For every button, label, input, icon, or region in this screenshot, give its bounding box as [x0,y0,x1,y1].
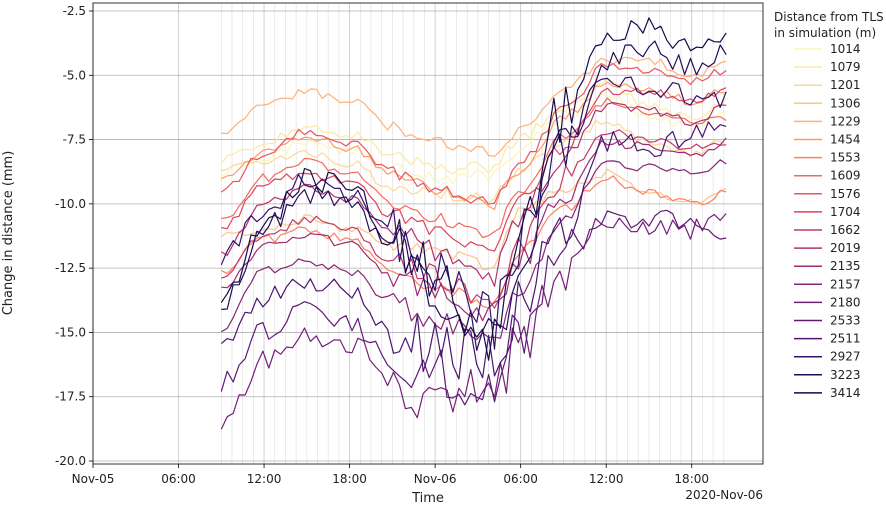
y-tick-label: -2.5 [63,4,86,18]
x-tick-label: 12:00 [247,472,282,486]
series-line-1079 [220,78,727,175]
x-tick-label: 06:00 [503,472,538,486]
series-line-1576 [220,62,727,205]
series-line-1454 [221,81,727,211]
series-lines [220,17,727,430]
x-tick-label: 06:00 [161,472,196,486]
legend-label-1014: 1014 [830,42,861,56]
series-line-1553 [221,175,727,309]
x-axis-title: Time [411,491,444,506]
legend-title-line-2: in simulation (m) [774,26,876,40]
legend: Distance from TLS in simulation (m) 1014… [774,10,884,400]
x-tick-label: 18:00 [674,472,709,486]
legend-label-1662: 1662 [830,223,861,237]
series-line-1609 [221,97,727,239]
legend-label-1553: 1553 [830,151,861,165]
y-tick-label: -5.0 [63,68,86,82]
x-axis-ticks: Nov-05 06:00 12:00 18:00 Nov-06 06:00 12:00 18:… [72,464,709,486]
y-tick-label: -15.0 [55,325,86,339]
series-line-2511 [220,121,727,380]
plot-frame [92,2,764,465]
x-tick-label: 12:00 [589,472,624,486]
legend-label-1609: 1609 [830,169,861,183]
legend-label-1454: 1454 [830,133,861,147]
legend-items: 1014 1079 1201 1306 1229 1454 1553 1609 1576 1704… [794,42,861,400]
x-tick-label: Nov-06 [414,472,457,486]
legend-label-1079: 1079 [830,60,861,74]
legend-label-2135: 2135 [830,259,861,273]
y-axis-ticks: -2.5 -5.0 -7.5 -10.0 -12.5 -15.0 -17.5 -20.0 [55,4,93,468]
legend-label-2180: 2180 [830,295,861,309]
y-tick-label: -17.5 [55,390,86,404]
legend-label-1576: 1576 [830,187,861,201]
series-line-1201 [221,119,727,204]
legend-title-line-1: Distance from TLS [774,10,884,24]
x-tick-label: 18:00 [332,472,367,486]
series-line-2157 [221,159,727,341]
series-line-3414 [220,17,727,361]
series-line-2019 [220,101,727,287]
series-line-1229 [221,56,727,157]
legend-label-2927: 2927 [830,350,861,364]
series-line-2135 [221,137,727,322]
series-line-2180 [220,213,727,430]
legend-label-2511: 2511 [830,332,861,346]
x-tick-label: Nov-05 [72,472,115,486]
legend-label-2533: 2533 [830,314,861,328]
y-axis-title: Change in distance (mm) [1,151,16,316]
series-line-1306 [220,168,727,271]
y-tick-label: -7.5 [63,133,86,147]
y-tick-label: -12.5 [55,261,86,275]
legend-label-2157: 2157 [830,277,861,291]
legend-label-1201: 1201 [830,78,861,92]
legend-label-2019: 2019 [830,241,861,255]
legend-label-1306: 1306 [830,96,861,110]
legend-label-1704: 1704 [830,205,861,219]
vertical-gridlines [92,3,725,464]
series-line-2533 [220,209,727,406]
x-axis-offset-label: 2020-Nov-06 [685,488,763,502]
legend-label-1229: 1229 [830,114,861,128]
legend-label-3223: 3223 [830,368,861,382]
series-line-3223 [221,40,727,351]
legend-label-3414: 3414 [830,386,861,400]
series-line-1662 [221,129,727,309]
y-tick-label: -10.0 [55,197,86,211]
series-line-2927 [220,76,727,350]
y-tick-label: -20.0 [55,454,86,468]
